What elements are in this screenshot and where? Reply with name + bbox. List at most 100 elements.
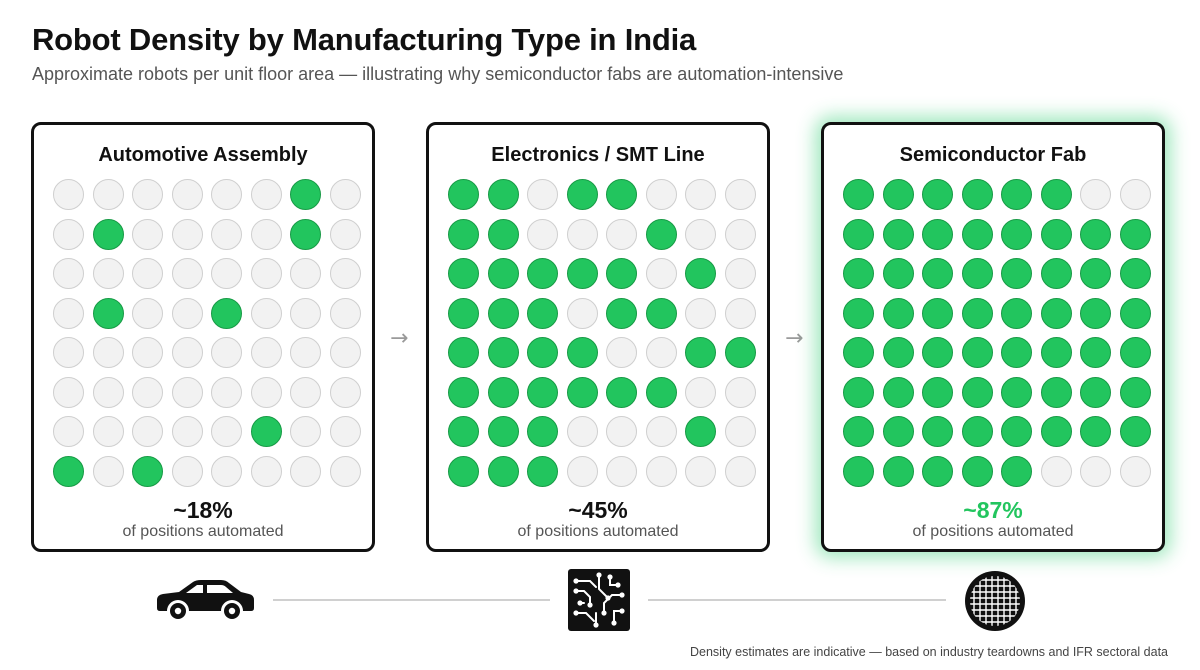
manual-position bbox=[330, 298, 361, 329]
automated-position bbox=[448, 377, 479, 408]
automated-position bbox=[843, 258, 874, 289]
automated-position bbox=[962, 179, 993, 210]
manual-position bbox=[290, 416, 321, 447]
automated-position bbox=[922, 377, 953, 408]
automated-position bbox=[1001, 258, 1032, 289]
manual-position bbox=[330, 219, 361, 250]
automated-position bbox=[922, 219, 953, 250]
automated-position bbox=[606, 377, 637, 408]
automated-position bbox=[1001, 456, 1032, 487]
manual-position bbox=[172, 179, 203, 210]
manual-position bbox=[725, 298, 756, 329]
automated-position bbox=[922, 337, 953, 368]
manual-position bbox=[725, 416, 756, 447]
automated-position bbox=[1041, 258, 1072, 289]
automated-position bbox=[527, 416, 558, 447]
automated-position bbox=[883, 219, 914, 250]
automated-position bbox=[93, 298, 124, 329]
manual-position bbox=[53, 219, 84, 250]
manual-position bbox=[685, 298, 716, 329]
manual-position bbox=[172, 456, 203, 487]
automated-position bbox=[646, 298, 677, 329]
automated-position bbox=[1120, 416, 1151, 447]
automated-position bbox=[962, 416, 993, 447]
automated-position bbox=[1001, 179, 1032, 210]
manual-position bbox=[725, 456, 756, 487]
automated-position bbox=[527, 377, 558, 408]
manual-position bbox=[1120, 179, 1151, 210]
manual-position bbox=[172, 258, 203, 289]
manual-position bbox=[132, 179, 163, 210]
manual-position bbox=[93, 416, 124, 447]
automated-position bbox=[448, 298, 479, 329]
automated-position bbox=[725, 337, 756, 368]
panel-title: Semiconductor Fab bbox=[824, 144, 1162, 167]
manual-position bbox=[725, 179, 756, 210]
value-label: ~45% bbox=[429, 497, 767, 524]
value-caption: of positions automated bbox=[429, 523, 767, 541]
manual-position bbox=[53, 298, 84, 329]
automated-position bbox=[448, 416, 479, 447]
manual-position bbox=[172, 298, 203, 329]
manual-position bbox=[251, 337, 282, 368]
automated-position bbox=[1041, 416, 1072, 447]
automated-position bbox=[290, 219, 321, 250]
automated-position bbox=[1080, 298, 1111, 329]
manual-position bbox=[251, 377, 282, 408]
manual-position bbox=[251, 456, 282, 487]
automated-position bbox=[606, 179, 637, 210]
manual-position bbox=[1080, 179, 1111, 210]
manual-position bbox=[211, 377, 242, 408]
car-icon bbox=[153, 578, 257, 620]
manual-position bbox=[172, 219, 203, 250]
chart-title: Robot Density by Manufacturing Type in I… bbox=[32, 22, 696, 58]
automated-position bbox=[1080, 258, 1111, 289]
automated-position bbox=[1041, 337, 1072, 368]
manual-position bbox=[527, 219, 558, 250]
circuit-board-icon bbox=[568, 569, 630, 631]
automated-position bbox=[646, 377, 677, 408]
automated-position bbox=[685, 258, 716, 289]
manual-position bbox=[251, 179, 282, 210]
manual-position bbox=[1120, 456, 1151, 487]
manual-position bbox=[646, 179, 677, 210]
manual-position bbox=[685, 377, 716, 408]
automated-position bbox=[962, 337, 993, 368]
automated-position bbox=[1001, 337, 1032, 368]
manual-position bbox=[1080, 456, 1111, 487]
manual-position bbox=[330, 416, 361, 447]
automated-position bbox=[962, 377, 993, 408]
automated-position bbox=[488, 298, 519, 329]
value-caption: of positions automated bbox=[824, 523, 1162, 541]
manual-position bbox=[53, 416, 84, 447]
panel-title: Electronics / SMT Line bbox=[429, 144, 767, 167]
waffle-grid bbox=[53, 179, 361, 487]
manual-position bbox=[606, 456, 637, 487]
automated-position bbox=[488, 337, 519, 368]
automated-position bbox=[962, 219, 993, 250]
automated-position bbox=[527, 258, 558, 289]
automated-position bbox=[1080, 377, 1111, 408]
automated-position bbox=[567, 337, 598, 368]
automated-position bbox=[843, 337, 874, 368]
manual-position bbox=[53, 179, 84, 210]
automated-position bbox=[448, 258, 479, 289]
manual-position bbox=[53, 337, 84, 368]
automated-position bbox=[488, 179, 519, 210]
panel-semiconductor: Semiconductor Fab ~87% of positions auto… bbox=[821, 122, 1165, 552]
automated-position bbox=[527, 456, 558, 487]
automated-position bbox=[883, 179, 914, 210]
automated-position bbox=[448, 179, 479, 210]
silicon-wafer-icon bbox=[964, 570, 1026, 632]
manual-position bbox=[93, 337, 124, 368]
automated-position bbox=[883, 416, 914, 447]
automated-position bbox=[1080, 337, 1111, 368]
manual-position bbox=[290, 377, 321, 408]
manual-position bbox=[211, 456, 242, 487]
automated-position bbox=[922, 179, 953, 210]
manual-position bbox=[290, 337, 321, 368]
value-label: ~18% bbox=[34, 497, 372, 524]
automated-position bbox=[883, 258, 914, 289]
arrow-right-icon: → bbox=[785, 326, 803, 351]
manual-position bbox=[93, 377, 124, 408]
